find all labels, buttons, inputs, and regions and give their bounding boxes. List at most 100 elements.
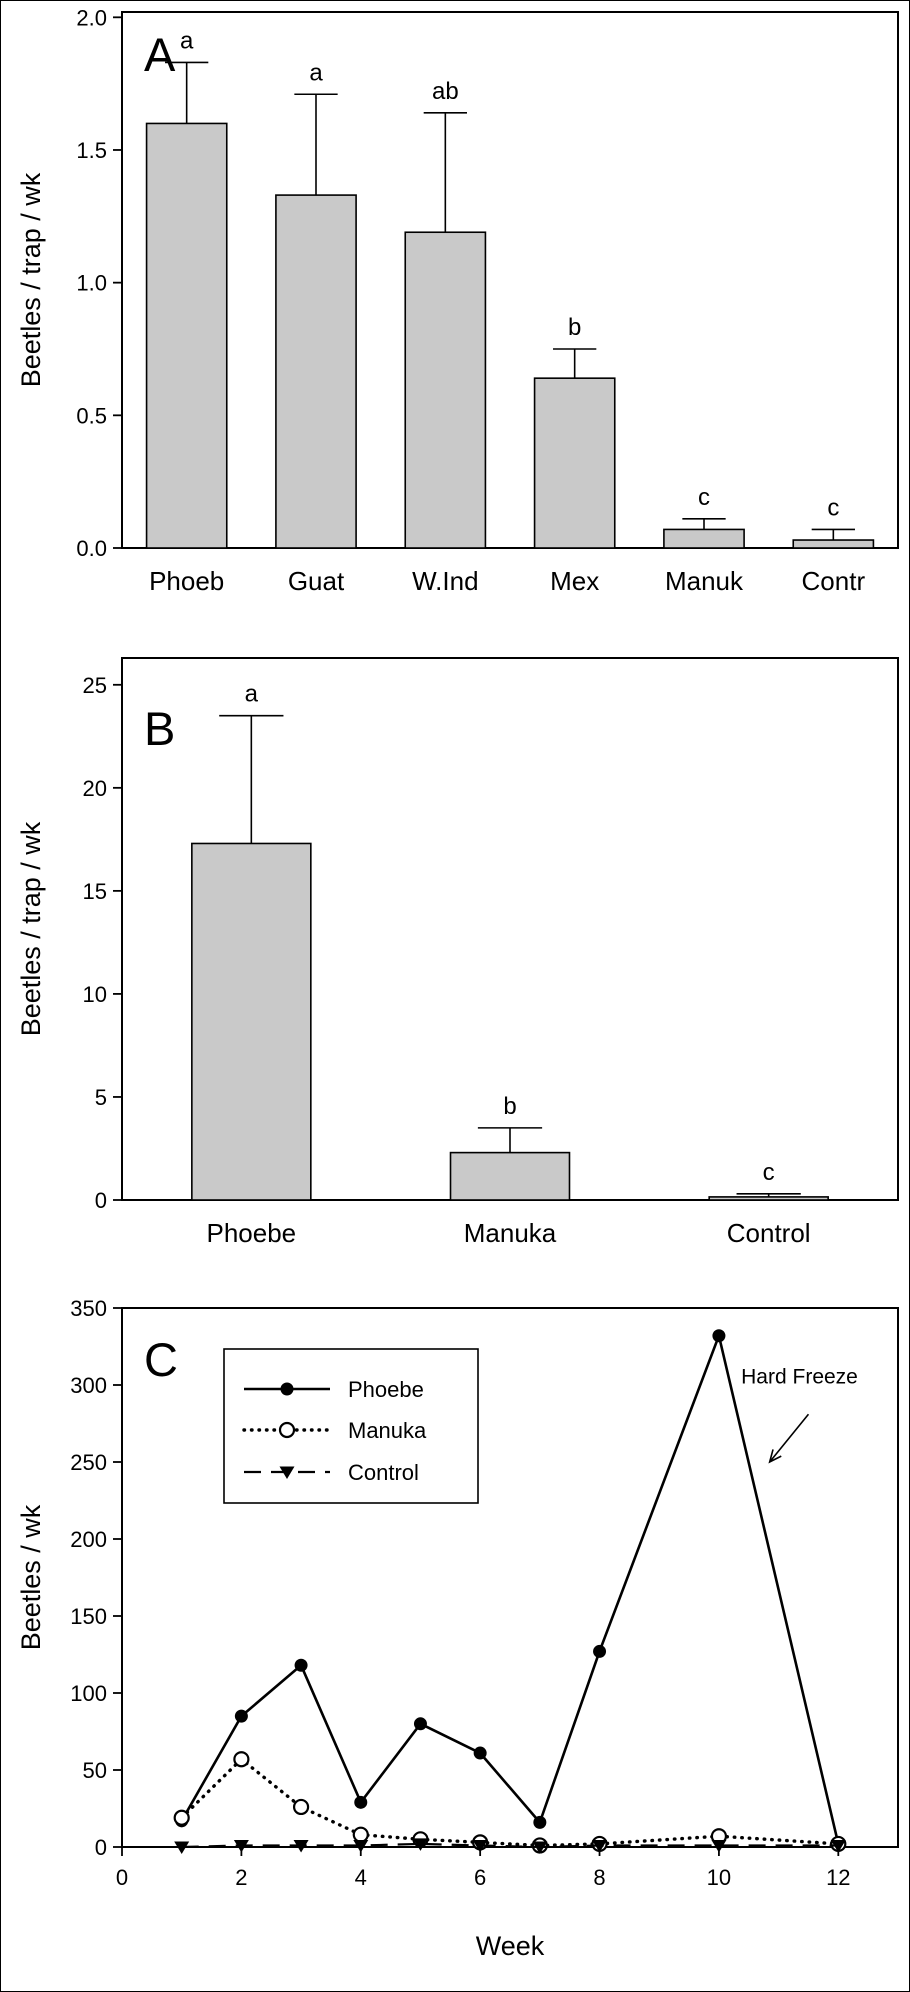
x-tick-label: 2 xyxy=(235,1865,247,1890)
sig-letter: c xyxy=(698,484,710,511)
x-tick-label: 8 xyxy=(593,1865,605,1890)
y-tick-label: 150 xyxy=(70,1604,107,1629)
y-tick-label: 100 xyxy=(70,1681,107,1706)
x-tick-label: 0 xyxy=(116,1865,128,1890)
series-line-manuka xyxy=(180,1756,840,1848)
series-line-control xyxy=(181,1842,839,1849)
y-tick-label: 200 xyxy=(70,1527,107,1552)
y-axis-title: Beetles / wk xyxy=(16,1504,46,1650)
y-tick-label: 0 xyxy=(95,1835,107,1860)
y-tick-label: 300 xyxy=(70,1373,107,1398)
marker-filled-triangle xyxy=(830,1839,846,1853)
y-tick-label: 20 xyxy=(83,776,107,801)
sig-letter: c xyxy=(763,1159,775,1186)
sig-letter: a xyxy=(245,681,259,708)
bar-w.ind xyxy=(404,231,487,549)
bar-contr xyxy=(792,539,875,549)
series-line-phoebe xyxy=(180,1331,840,1845)
y-tick-label: 25 xyxy=(83,673,107,698)
panel-b-bar-chart: 0 5 10 15 20 25 Beetles / trap / wk Ba Phoebe b Ma… xyxy=(16,657,899,1248)
y-tick-label: 250 xyxy=(70,1450,107,1475)
sig-letter: b xyxy=(568,314,581,341)
y-tick-label: 350 xyxy=(70,1296,107,1321)
y-tick-label: 10 xyxy=(83,982,107,1007)
marker-filled-triangle xyxy=(532,1841,548,1854)
y-axis-title: Beetles / trap / wk xyxy=(16,821,46,1036)
bar-guat xyxy=(275,194,357,549)
annotation-text: Hard Freeze xyxy=(741,1365,858,1388)
marker-filled-circle xyxy=(234,1709,248,1723)
marker-open-circle xyxy=(352,1826,369,1843)
x-tick-label: 10 xyxy=(707,1865,731,1890)
x-category-label: Guat xyxy=(288,566,345,596)
sig-letter: ab xyxy=(432,78,459,105)
bar-mex xyxy=(533,377,616,549)
x-tick-label: 6 xyxy=(474,1865,486,1890)
x-category-label: Contr xyxy=(802,566,866,596)
bar-phoebe xyxy=(191,842,312,1201)
x-category-label: Mex xyxy=(550,566,599,596)
marker-filled-triangle xyxy=(279,1466,295,1479)
x-tick-label: 4 xyxy=(355,1865,367,1890)
y-tick-label: 0.0 xyxy=(76,536,107,561)
y-tick-label: 1.0 xyxy=(76,271,107,296)
panel-letter: C xyxy=(144,1333,178,1386)
x-axis-title: Week xyxy=(476,1931,545,1961)
panel-letter: A xyxy=(144,28,176,81)
annotation-arrow xyxy=(769,1413,810,1463)
legend-label: Phoebe xyxy=(348,1377,424,1402)
legend-box xyxy=(223,1348,479,1504)
bar-manuk xyxy=(663,528,745,549)
marker-filled-triangle xyxy=(412,1838,428,1851)
y-tick-label: 50 xyxy=(83,1758,107,1783)
sig-letter: c xyxy=(827,494,839,521)
annotation-arrowhead xyxy=(768,1449,782,1464)
legend-label: Control xyxy=(348,1460,419,1485)
panel-c-line-chart: 0 50 100 150 200 250 300 350 Beetles / wk C 0 2 4 6 8 1… xyxy=(16,1296,899,1961)
x-category-label: W.Ind xyxy=(412,566,478,596)
y-tick-label: 2.0 xyxy=(76,5,107,30)
marker-filled-circle xyxy=(712,1329,726,1343)
marker-open-circle xyxy=(292,1798,310,1816)
marker-open-circle xyxy=(278,1421,296,1439)
marker-filled-triangle xyxy=(472,1839,488,1853)
y-tick-label: 5 xyxy=(95,1085,107,1110)
panel-letter: B xyxy=(144,702,175,755)
marker-filled-circle xyxy=(533,1815,547,1829)
x-category-label: Phoebe xyxy=(207,1218,297,1248)
bar-phoeb xyxy=(145,122,228,549)
y-axis-title: Beetles / trap / wk xyxy=(16,172,46,387)
y-tick-label: 0.5 xyxy=(76,403,107,428)
marker-filled-circle xyxy=(593,1644,607,1658)
bar-control xyxy=(708,1196,829,1201)
legend-label: Manuka xyxy=(348,1418,427,1443)
x-category-label: Manuka xyxy=(464,1218,557,1248)
marker-filled-triangle xyxy=(592,1839,608,1853)
marker-filled-triangle xyxy=(353,1839,369,1853)
x-tick-label: 12 xyxy=(826,1865,850,1890)
marker-filled-triangle xyxy=(233,1839,249,1853)
sig-letter: b xyxy=(503,1093,516,1120)
panel-a-bar-chart: 0.0 0.5 1.0 1.5 2.0 Beetles / trap / wk A a Phoe… xyxy=(16,5,899,596)
y-tick-label: 0 xyxy=(95,1188,107,1213)
x-category-label: Manuk xyxy=(665,566,744,596)
y-tick-label: 1.5 xyxy=(76,138,107,163)
marker-filled-circle xyxy=(354,1795,368,1809)
marker-open-circle xyxy=(173,1809,190,1826)
marker-filled-circle xyxy=(413,1717,427,1731)
sig-letter: a xyxy=(309,59,323,86)
y-tick-label: 15 xyxy=(83,879,107,904)
marker-open-circle xyxy=(233,1751,250,1768)
marker-filled-circle xyxy=(294,1658,308,1672)
x-category-label: Phoeb xyxy=(149,566,224,596)
marker-filled-circle xyxy=(280,1382,294,1396)
sig-letter: a xyxy=(180,27,194,54)
marker-filled-triangle xyxy=(711,1839,727,1853)
bar-manuka xyxy=(449,1151,571,1201)
marker-filled-circle xyxy=(473,1746,487,1760)
marker-filled-triangle xyxy=(174,1841,190,1854)
marker-filled-triangle xyxy=(293,1839,309,1853)
plot-frame xyxy=(121,11,899,549)
x-category-label: Control xyxy=(727,1218,811,1248)
